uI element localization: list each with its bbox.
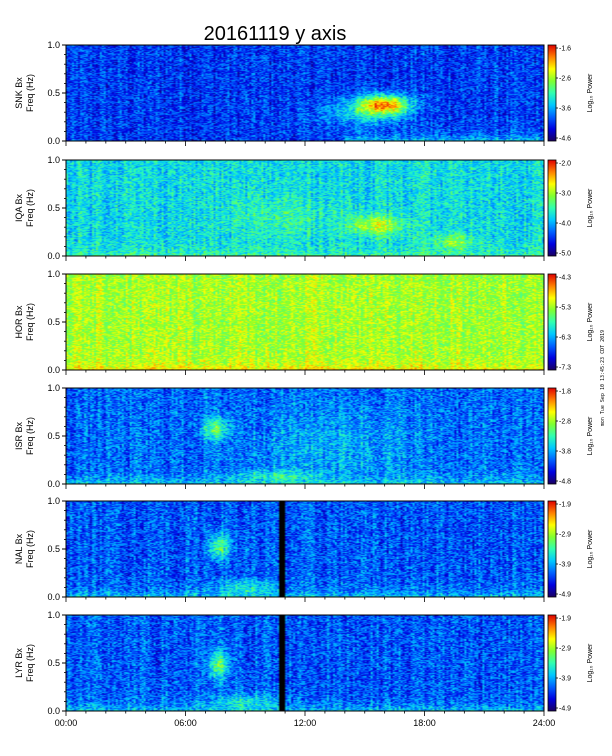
colorbar (547, 387, 557, 485)
spectrogram-image (66, 274, 544, 370)
colorbar-tick-label: -4.3 (559, 275, 571, 282)
colorbar-tick-label: -5.3 (559, 305, 571, 312)
colorbar-label: Log₁₀ Power (587, 643, 594, 682)
frequency-axis-label: Freq (Hz) (25, 74, 35, 112)
spectrogram-panel: 0.0 0.5 1.0 ISR Bx Freq (Hz) -1.8 -2.8 -3.8 -4.8… (14, 383, 594, 489)
station-label: ISR Bx (14, 422, 24, 451)
spectrogram-panel: 0.0 0.5 1.0 HOR Bx Freq (Hz) -4.3 -5.3 -6.3 -7.3… (14, 269, 594, 375)
colorbar (547, 500, 557, 598)
y-tick-label: 0.0 (47, 136, 60, 146)
colorbar-tick-label: -1.9 (559, 502, 571, 509)
colorbar-tick-label: -4.9 (559, 592, 571, 599)
frequency-axis-label: Freq (Hz) (25, 417, 35, 455)
station-label: LYR Bx (14, 648, 24, 678)
colorbar-label: Log₁₀ Power (587, 188, 594, 227)
y-tick-label: 0.5 (47, 431, 60, 441)
spectrogram-panel: 0.0 0.5 1.0 IQA Bx Freq (Hz) -2.0 -3.0 -4.0 -5.0… (14, 155, 594, 261)
time-tick-label: 24:00 (533, 718, 556, 728)
time-tick-label: 12:00 (294, 718, 317, 728)
station-label: IQA Bx (14, 193, 24, 222)
colorbar-tick-label: -6.3 (559, 335, 571, 342)
spectrogram-panel: 0.0 0.5 1.0 SNK Bx Freq (Hz) -1.6 -2.6 -3.6 -4.6… (14, 40, 594, 146)
colorbar-tick-label: -4.9 (559, 706, 571, 713)
time-tick-label: 18:00 (413, 718, 436, 728)
station-label: SNK Bx (14, 77, 24, 109)
y-tick-label: 0.0 (47, 365, 60, 375)
spectrogram-panel: 0.0 0.5 1.0 LYR Bx Freq (Hz) -1.9 -2.9 -3.9 -4.9… (14, 610, 594, 716)
figure-title: 20161119 y axis (204, 23, 347, 45)
station-label: HOR Bx (14, 305, 24, 339)
colorbar-tick-label: -3.9 (559, 562, 571, 569)
colorbar-tick-label: -3.6 (559, 106, 571, 113)
colorbar-tick-label: -1.8 (559, 389, 571, 396)
y-tick-label: 1.0 (47, 496, 60, 506)
frequency-axis-label: Freq (Hz) (25, 303, 35, 341)
colorbar (547, 159, 557, 257)
station-label: NAL Bx (14, 533, 24, 564)
y-tick-label: 0.5 (47, 88, 60, 98)
colorbar-tick-label: -1.9 (559, 616, 571, 623)
colorbar-label: Log₁₀ Power (587, 302, 594, 341)
colorbar-tick-label: -7.3 (559, 365, 571, 372)
colorbar-tick-label: -3.8 (559, 449, 571, 456)
y-tick-label: 0.0 (47, 706, 60, 716)
colorbar-tick-label: -4.0 (559, 221, 571, 228)
colorbar (547, 273, 557, 371)
y-tick-label: 0.5 (47, 203, 60, 213)
y-tick-label: 0.5 (47, 317, 60, 327)
y-tick-label: 1.0 (47, 155, 60, 165)
colorbar-tick-label: -2.8 (559, 419, 571, 426)
y-tick-label: 1.0 (47, 610, 60, 620)
spectrogram-panel: 0.0 0.5 1.0 NAL Bx Freq (Hz) -1.9 -2.9 -3.9 -4.9… (14, 496, 594, 602)
y-tick-label: 0.5 (47, 544, 60, 554)
colorbar-tick-label: -2.9 (559, 532, 571, 539)
time-tick-label: 06:00 (174, 718, 197, 728)
time-axis: 00:00 06:00 12:00 18:00 24:00 (55, 718, 556, 728)
colorbar-tick-label: -3.9 (559, 676, 571, 683)
colorbar-label: Log₁₀ Power (587, 416, 594, 455)
colorbar (547, 44, 557, 142)
colorbar-tick-label: -1.6 (559, 46, 571, 53)
y-tick-label: 0.5 (47, 658, 60, 668)
y-tick-label: 1.0 (47, 269, 60, 279)
colorbar-tick-label: -4.6 (559, 136, 571, 143)
colorbar-tick-label: -5.0 (559, 251, 571, 258)
colorbar-tick-label: -2.9 (559, 646, 571, 653)
colorbar-tick-label: -2.0 (559, 161, 571, 168)
y-tick-label: 1.0 (47, 383, 60, 393)
frequency-axis-label: Freq (Hz) (25, 644, 35, 682)
colorbar-tick-label: -3.0 (559, 191, 571, 198)
spectrogram-image (66, 388, 544, 484)
frequency-axis-label: Freq (Hz) (25, 530, 35, 568)
colorbar (547, 614, 557, 712)
y-tick-label: 0.0 (47, 479, 60, 489)
spectrogram-image (66, 160, 544, 256)
spectrogram-image (66, 615, 544, 711)
time-tick-label: 00:00 (55, 718, 78, 728)
y-tick-label: 0.0 (47, 592, 60, 602)
spectrogram-image (66, 501, 544, 597)
spectrogram-image (66, 45, 544, 141)
y-tick-label: 1.0 (47, 40, 60, 50)
colorbar-label: Log₁₀ Power (587, 73, 594, 112)
frequency-axis-label: Freq (Hz) (25, 189, 35, 227)
colorbar-tick-label: -2.6 (559, 76, 571, 83)
timestamp-stamp: mon Tue Sep 10 13:45:23 CDT 2019 (600, 330, 606, 426)
y-tick-label: 0.0 (47, 251, 60, 261)
colorbar-label: Log₁₀ Power (587, 529, 594, 568)
colorbar-tick-label: -4.8 (559, 479, 571, 486)
